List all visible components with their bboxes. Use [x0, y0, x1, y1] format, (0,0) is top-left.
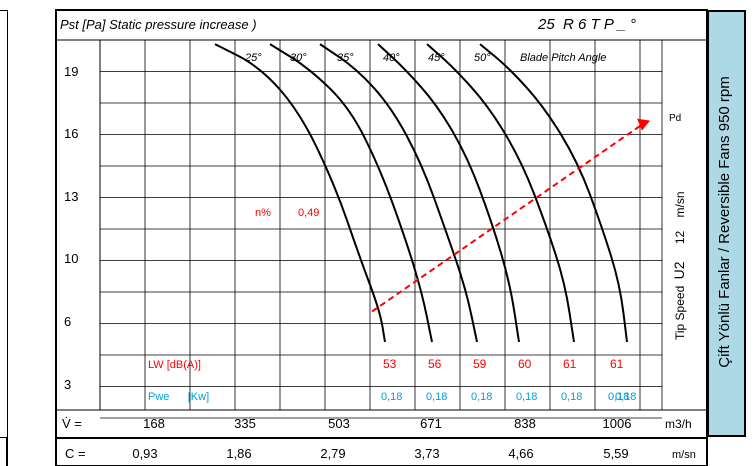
pwe-label: Pwe [Kw]: [148, 391, 209, 403]
c-tick-label: 1,86: [226, 446, 251, 461]
x-tick-label: 335: [234, 416, 256, 431]
blade-curve-45°: [426, 43, 575, 343]
left-border-tab: [6, 437, 8, 466]
efficiency-value: 0,49: [298, 207, 319, 219]
pwe-value: 0,18: [471, 391, 492, 403]
chart-grid: [56, 39, 707, 419]
blade-angle-label: 40°: [383, 52, 400, 64]
pwe-value: 0,18: [561, 391, 582, 403]
pd-arrowhead: [637, 118, 650, 131]
blade-angle-label: 30°: [290, 52, 307, 64]
c-tick-label: 0,93: [132, 446, 157, 461]
x-tick-label: 503: [328, 416, 350, 431]
blade-curve-50°: [479, 43, 628, 343]
blade-curves: [214, 43, 650, 343]
blade-angle-label: 50°: [474, 52, 491, 64]
blade-angle-label: 25°: [244, 52, 262, 64]
lw-value: 61: [610, 357, 624, 371]
c-row-frame: [55, 437, 708, 466]
y-tick-label: 6: [64, 314, 71, 329]
lw-value: 59: [473, 357, 487, 371]
side-panel-title: Çift Yönlü Fanlar / Reversible Fans 950 …: [716, 76, 733, 368]
y-tick-label: 10: [64, 251, 78, 266]
x-tick-label: 168: [143, 416, 165, 431]
chart-frame: [55, 9, 708, 439]
y-tick-label: 3: [64, 377, 71, 392]
efficiency-label: n%: [255, 207, 271, 219]
pd-label: Pd: [669, 113, 681, 124]
c-tick-label: 2,79: [320, 446, 345, 461]
tip-speed-label: Tip Speed U2 12 m/sn: [671, 191, 687, 340]
lw-value: 56: [428, 357, 442, 371]
pwe-value: 0,18: [615, 391, 636, 403]
pwe-value: 0,18: [426, 391, 447, 403]
pwe-value: 0,18: [608, 391, 629, 403]
pwe-value: 0,18: [381, 391, 402, 403]
blade-curve-35°: [319, 43, 478, 343]
left-border-top: [0, 10, 8, 11]
left-border-bottom: [0, 437, 8, 438]
y-tick-label: 16: [64, 126, 78, 141]
c-tick-label: 5,59: [603, 446, 628, 461]
lw-value: 61: [563, 357, 577, 371]
blade-curve-25°: [214, 43, 386, 343]
blade-curve-40°: [377, 43, 520, 343]
x-tick-label: 671: [420, 416, 442, 431]
lw-value: 60: [518, 357, 532, 371]
tip-speed-group: Tip Speed U2 12 m/sn: [671, 191, 687, 340]
legend-title: Blade Pitch Angle: [520, 52, 606, 64]
lw-label: LW [dB(A)]: [148, 359, 201, 371]
pwe-value: 0,18: [516, 391, 537, 403]
c-tick-label: 3,73: [414, 446, 439, 461]
blade-curve-30°: [269, 43, 433, 343]
y-tick-label: 13: [64, 189, 78, 204]
pd-line: [371, 123, 643, 313]
blade-angle-label: 45°: [428, 52, 445, 64]
x-row-label: V̇ =: [62, 416, 82, 431]
c-unit-label: m/sn: [672, 449, 696, 461]
chart-labels: 19 16 13 10 6 3 168 335 503 671 838 1006 0,93 1,86 2,7…: [64, 52, 636, 461]
left-border: [7, 10, 8, 438]
c-row-label: C =: [65, 446, 86, 461]
lw-value: 53: [383, 357, 397, 371]
side-panel: [707, 10, 746, 437]
chart-title: Pst [Pa] Static pressure increase ): [60, 17, 257, 32]
c-tick-label: 4,66: [508, 446, 533, 461]
y-tick-label: 19: [64, 64, 78, 79]
x-tick-label: 1006: [603, 416, 632, 431]
blade-angle-label: 35°: [337, 52, 354, 64]
x-unit-label: m3/h: [665, 417, 692, 431]
model-code: 25 R 6 T P _ °: [537, 16, 636, 33]
x-tick-label: 838: [514, 416, 536, 431]
